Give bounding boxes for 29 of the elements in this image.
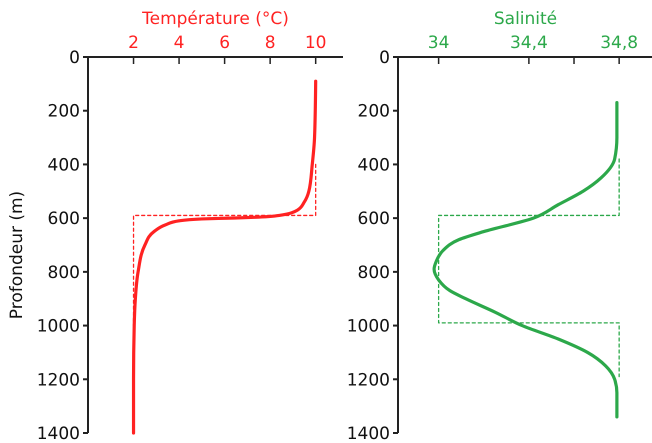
x-tick-label: 2 [128, 33, 139, 53]
x-tick-label: 8 [264, 33, 276, 53]
y-tick-label: 1000 [346, 316, 390, 337]
y-tick-label: 1200 [36, 370, 80, 390]
x-tick-label: 34 [428, 33, 450, 53]
y-axis-title: Profondeur (m) [7, 190, 27, 320]
x-tick-label: 10 [304, 33, 326, 53]
y-tick-label: 1400 [36, 424, 80, 443]
y-tick-label: 1400 [346, 424, 390, 443]
y-tick-label: 600 [48, 209, 80, 230]
y-tick-label: 0 [379, 48, 390, 68]
x-tick-label: 6 [219, 33, 230, 53]
y-tick-label: 400 [48, 155, 80, 176]
x-axis-title: Salinité [494, 9, 558, 29]
x-tick-label: 4 [174, 33, 184, 53]
x-tick-label: 34,8 [600, 33, 638, 53]
y-tick-label: 1200 [346, 370, 390, 390]
y-tick-label: 400 [358, 155, 390, 176]
y-tick-label: 200 [48, 102, 80, 122]
y-tick-label: 1000 [36, 316, 80, 337]
y-tick-label: 600 [358, 209, 390, 230]
line-series [132, 80, 318, 435]
y-tick-label: 800 [358, 262, 390, 283]
y-tick-label: 0 [69, 48, 80, 68]
x-axis-title: Température (°C) [141, 9, 289, 29]
y-tick-label: 200 [358, 102, 390, 122]
y-tick-label: 800 [48, 262, 80, 283]
x-tick-label: 34,4 [510, 33, 548, 53]
line-series [432, 101, 618, 418]
